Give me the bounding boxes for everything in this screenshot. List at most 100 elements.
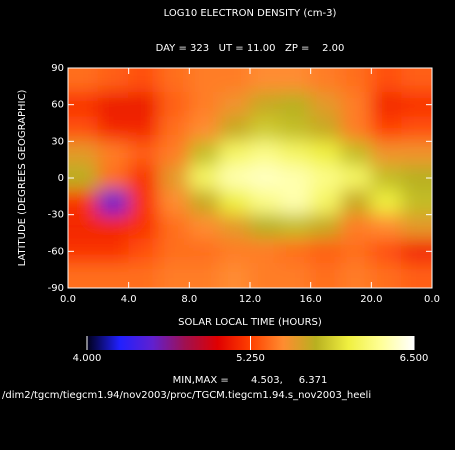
y-axis-label: LATITUDE (DEGREES GEOGRAPHIC) [17, 90, 28, 267]
heat-cell [249, 238, 281, 265]
x-tick-label: 8.0 [181, 294, 197, 305]
y-tick-label: 0 [58, 173, 64, 184]
heat-cell [370, 214, 403, 240]
y-tick-label: 30 [51, 136, 64, 147]
heat-cell [188, 214, 221, 240]
heat-cell [188, 263, 221, 288]
y-tick-label: 60 [51, 100, 64, 111]
chart-subtitle: DAY = 323 UT = 11.00 ZP = 2.00 [156, 43, 345, 54]
heat-cell [128, 68, 160, 93]
heat-cell [97, 91, 130, 118]
x-tick-label: 0.0 [424, 294, 440, 305]
heat-cell [249, 214, 281, 240]
y-tick-label: -60 [48, 246, 64, 257]
heat-cell [279, 116, 312, 142]
heat-cell [158, 263, 190, 288]
heat-cell [370, 165, 403, 191]
x-tick-label: 12.0 [239, 294, 261, 305]
heat-cell [128, 238, 160, 265]
chart-title: LOG10 ELECTRON DENSITY (cm-3) [164, 8, 337, 19]
heat-cell [219, 263, 251, 288]
heat-cell [401, 214, 432, 240]
heat-cell [188, 68, 221, 93]
heat-cell [97, 140, 130, 167]
heat-cell [97, 214, 130, 240]
heat-cell [310, 238, 342, 265]
heat-cell [249, 140, 281, 167]
heat-cell [188, 116, 221, 142]
heat-cell [249, 116, 281, 142]
heat-cell [340, 68, 372, 93]
heat-cell [97, 165, 130, 191]
heat-cell [158, 238, 190, 265]
heat-cell [310, 214, 342, 240]
heat-cell [219, 238, 251, 265]
heat-cell [97, 263, 130, 288]
heat-cell [340, 116, 372, 142]
heat-cell [340, 91, 372, 118]
heat-cell [219, 140, 251, 167]
heat-cell [219, 214, 251, 240]
footer: /dim2/tgcm/tiegcm1.94/nov2003/proc/TGCM.… [2, 390, 371, 401]
heat-cell [370, 68, 403, 93]
heat-cell [340, 140, 372, 167]
heat-cell [401, 263, 432, 288]
heat-cell [249, 68, 281, 93]
x-tick-label: 0.0 [60, 294, 76, 305]
heat-cell [68, 68, 99, 93]
heat-cell [68, 189, 99, 216]
heatmap [68, 68, 432, 288]
heat-cell [310, 91, 342, 118]
heat-cell [401, 68, 432, 93]
heat-cell [188, 165, 221, 191]
heat-cell [370, 263, 403, 288]
heat-cell [158, 165, 190, 191]
heat-cell [97, 189, 130, 216]
heat-cell [279, 189, 312, 216]
heat-cell [340, 189, 372, 216]
heat-cell [68, 140, 99, 167]
heat-cell [310, 68, 342, 93]
heat-cell [128, 214, 160, 240]
heat-cell [310, 140, 342, 167]
heat-cell [310, 189, 342, 216]
heat-cell [97, 238, 130, 265]
heat-cell [340, 263, 372, 288]
heat-cell [158, 116, 190, 142]
heat-cell [128, 165, 160, 191]
heat-cell [310, 263, 342, 288]
heat-cell [279, 263, 312, 288]
heat-cell [68, 214, 99, 240]
heat-cell [68, 263, 99, 288]
heat-cell [370, 116, 403, 142]
heat-cell [340, 238, 372, 265]
heat-cell [128, 263, 160, 288]
heat-cell [158, 214, 190, 240]
heat-cell [158, 140, 190, 167]
heat-cell [128, 140, 160, 167]
x-tick-label: 16.0 [300, 294, 322, 305]
heat-cell [249, 165, 281, 191]
heat-cell [219, 68, 251, 93]
heat-cell [401, 140, 432, 167]
heat-cell [310, 165, 342, 191]
heat-cell [279, 214, 312, 240]
heat-cell [249, 263, 281, 288]
y-tick-label: -30 [48, 210, 64, 221]
colorbar-tick-label: 5.250 [236, 353, 265, 364]
heat-cell [249, 189, 281, 216]
heat-cell [249, 91, 281, 118]
heat-cell [370, 91, 403, 118]
colorbar-tick-label: 4.000 [73, 353, 102, 364]
heat-cell [188, 238, 221, 265]
heat-cell [370, 238, 403, 265]
heat-cell [279, 140, 312, 167]
heat-cell [310, 116, 342, 142]
heat-cell [68, 116, 99, 142]
heat-cell [401, 189, 432, 216]
heat-cell [128, 189, 160, 216]
heat-cell [128, 116, 160, 142]
heat-cell [401, 116, 432, 142]
colorbar-tick-label: 6.500 [400, 353, 429, 364]
